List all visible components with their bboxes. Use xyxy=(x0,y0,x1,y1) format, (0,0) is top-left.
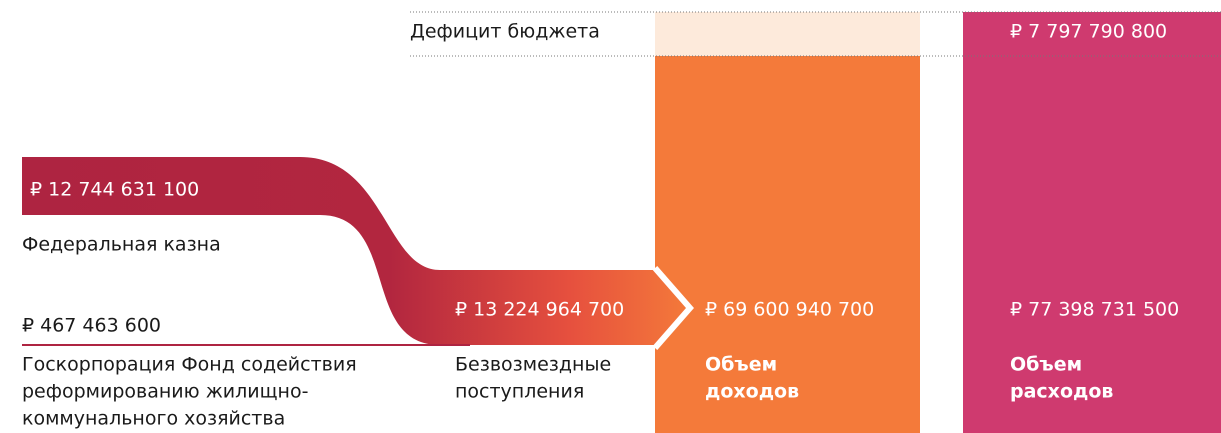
federal-amount: ₽ 12 744 631 100 xyxy=(30,179,199,201)
expenses-column xyxy=(963,12,1221,433)
expenses-amount: ₽ 77 398 731 500 xyxy=(1010,299,1179,321)
flow-band xyxy=(22,157,690,345)
expenses-label: Объем xyxy=(1010,354,1082,376)
expenses-label: расходов xyxy=(1010,381,1113,403)
fund-amount: ₽ 467 463 600 xyxy=(22,315,161,337)
fund-label: Госкорпорация Фонд содействия xyxy=(22,354,357,376)
income-label: доходов xyxy=(705,381,799,403)
income-amount: ₽ 69 600 940 700 xyxy=(705,299,874,321)
grants-label: поступления xyxy=(455,381,584,403)
flow-chevron xyxy=(652,266,694,350)
income-label: Объем xyxy=(705,354,777,376)
fund-label: коммунального хозяйства xyxy=(22,408,285,430)
grants-amount: ₽ 13 224 964 700 xyxy=(455,299,624,321)
federal-label: Федеральная казна xyxy=(22,234,221,256)
deficit-amount: ₽ 7 797 790 800 xyxy=(1010,21,1167,43)
fund-label: реформированию жилищно- xyxy=(22,381,308,403)
deficit-band xyxy=(655,12,920,56)
income-column xyxy=(655,56,920,433)
grants-label: Безвозмездные xyxy=(455,354,611,376)
deficit-label: Дефицит бюджета xyxy=(410,21,600,43)
